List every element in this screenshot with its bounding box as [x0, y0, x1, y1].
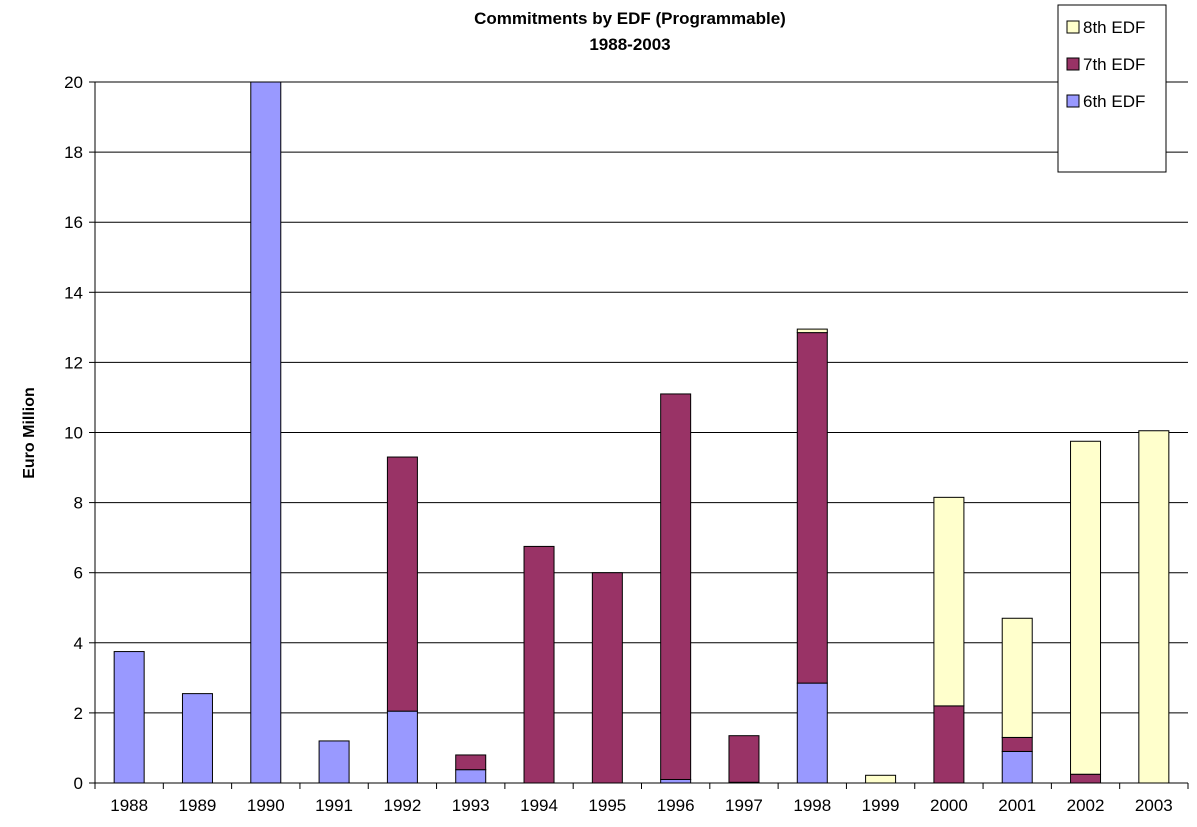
- bar-segment: [1070, 440, 1102, 775]
- x-tick-label: 1998: [793, 796, 831, 815]
- x-tick-label: 1995: [588, 796, 626, 815]
- bar-segment: [796, 332, 828, 684]
- bar-segment: [523, 545, 555, 784]
- bar-segment: [455, 769, 487, 784]
- bar-segment: [660, 393, 692, 780]
- x-tick-label: 1994: [520, 796, 558, 815]
- bar-segment: [181, 693, 213, 784]
- y-tick-label: 6: [74, 564, 83, 583]
- y-tick-label: 2: [74, 704, 83, 723]
- bar-segment: [1001, 736, 1033, 752]
- bar-segment: [455, 754, 487, 771]
- legend-label: 8th EDF: [1083, 18, 1145, 37]
- bar-segment: [865, 774, 897, 784]
- bar-segment: [933, 496, 965, 707]
- y-tick-labels: 0 2 4 6 8 10 12 14 16 18 20: [64, 73, 95, 793]
- y-tick-label: 18: [64, 143, 83, 162]
- bar-segment: [250, 81, 282, 784]
- x-tick-label: 1993: [452, 796, 490, 815]
- chart-title: Commitments by EDF (Programmable): [474, 9, 786, 28]
- bar-segment: [796, 682, 828, 784]
- y-tick-label: 16: [64, 213, 83, 232]
- x-tick-label: 1990: [247, 796, 285, 815]
- y-tick-label: 4: [74, 634, 83, 653]
- bar-segment: [728, 735, 760, 783]
- chart-subtitle: 1988-2003: [589, 35, 670, 54]
- x-tick-label: 1999: [862, 796, 900, 815]
- bar-segment: [591, 572, 623, 784]
- legend: 8th EDF 7th EDF 6th EDF: [1057, 4, 1167, 173]
- legend-swatch: [1066, 94, 1080, 108]
- bar-segment: [113, 651, 145, 784]
- legend-label: 7th EDF: [1083, 55, 1145, 74]
- legend-label: 6th EDF: [1083, 92, 1145, 111]
- y-tick-label: 0: [74, 774, 83, 793]
- bar-segment: [386, 456, 418, 712]
- bar-segment: [1138, 430, 1170, 784]
- y-tick-label: 10: [64, 424, 83, 443]
- bar-segment: [796, 328, 828, 334]
- x-tick-label: 2002: [1067, 796, 1105, 815]
- y-tick-label: 12: [64, 353, 83, 372]
- x-tick-label: 1991: [315, 796, 353, 815]
- bar-segment: [1001, 750, 1033, 784]
- bar-segment: [660, 778, 692, 784]
- x-tick-label: 2000: [930, 796, 968, 815]
- x-tick-label: 1989: [179, 796, 217, 815]
- x-tick-label: 2001: [998, 796, 1036, 815]
- legend-swatch: [1066, 20, 1080, 34]
- bar-segment: [933, 705, 965, 784]
- x-tick-label: 1992: [383, 796, 421, 815]
- x-tick-label: 1996: [657, 796, 695, 815]
- y-tick-label: 14: [64, 283, 83, 302]
- bar-segment: [1070, 773, 1102, 784]
- y-tick-label: 20: [64, 73, 83, 92]
- y-tick-label: 8: [74, 494, 83, 513]
- bar-segment: [386, 710, 418, 784]
- bar-segment: [318, 740, 350, 784]
- y-axis-label: Euro Million: [21, 387, 38, 479]
- legend-swatch: [1066, 57, 1080, 71]
- x-tick-label: 1997: [725, 796, 763, 815]
- bar-segment: [1001, 617, 1033, 738]
- x-tick-labels: 1988 1989 1990 1991 1992 1993 1994 1995 1996 1997…: [94, 783, 1189, 815]
- x-tick-label: 1988: [110, 796, 148, 815]
- x-tick-label: 2003: [1135, 796, 1173, 815]
